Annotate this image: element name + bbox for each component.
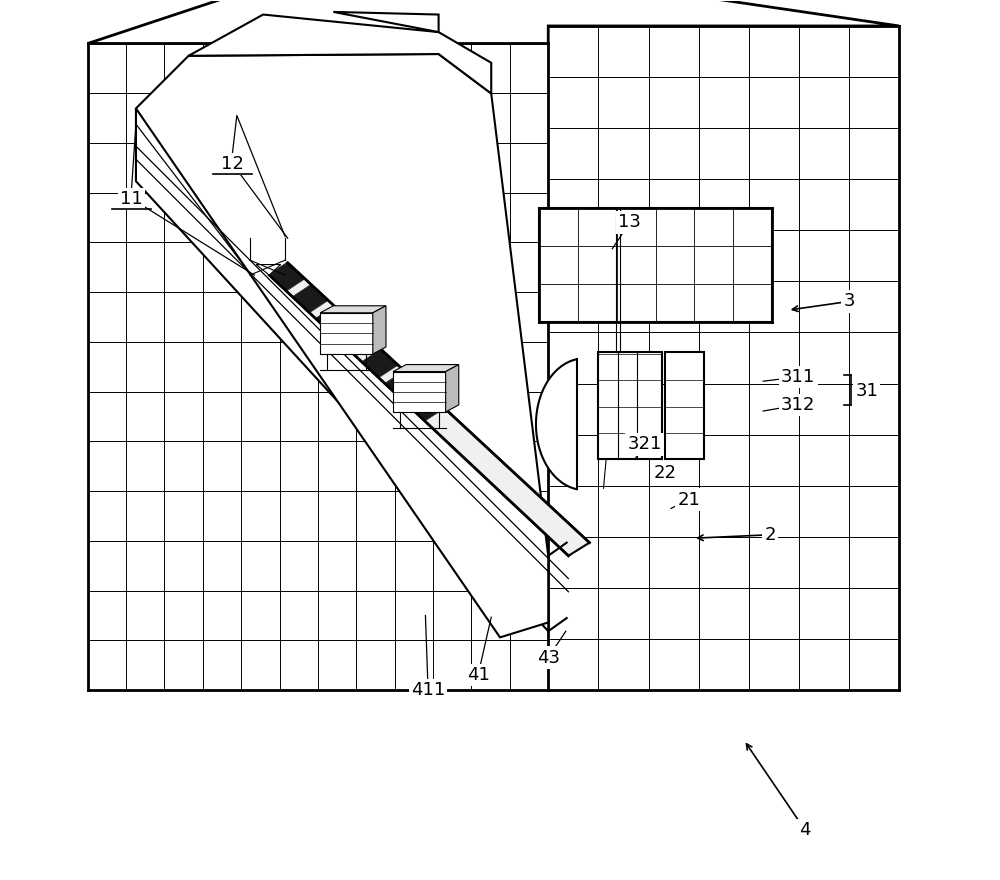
- Polygon shape: [256, 265, 281, 275]
- Polygon shape: [539, 208, 772, 321]
- Text: 3: 3: [843, 292, 855, 311]
- Text: 2: 2: [764, 525, 776, 544]
- Polygon shape: [292, 284, 328, 312]
- Text: 411: 411: [411, 681, 445, 699]
- Polygon shape: [362, 349, 398, 378]
- Polygon shape: [88, 0, 899, 43]
- Text: 13: 13: [618, 214, 641, 231]
- Text: 21: 21: [677, 491, 700, 509]
- Polygon shape: [136, 108, 548, 631]
- Polygon shape: [88, 43, 548, 690]
- Polygon shape: [339, 327, 375, 356]
- Polygon shape: [315, 306, 352, 334]
- Polygon shape: [269, 263, 589, 556]
- Polygon shape: [665, 352, 704, 459]
- Text: 312: 312: [781, 396, 815, 414]
- Polygon shape: [333, 12, 439, 32]
- Polygon shape: [136, 54, 548, 637]
- Polygon shape: [536, 359, 577, 489]
- Polygon shape: [393, 371, 446, 412]
- Polygon shape: [446, 364, 459, 412]
- Text: 11: 11: [120, 190, 143, 208]
- Text: 22: 22: [653, 465, 676, 482]
- Text: 4: 4: [800, 821, 811, 840]
- Text: 321: 321: [628, 436, 662, 453]
- Polygon shape: [598, 352, 662, 459]
- Polygon shape: [189, 15, 491, 93]
- Polygon shape: [320, 312, 373, 354]
- Polygon shape: [320, 305, 386, 312]
- Polygon shape: [385, 370, 421, 400]
- Polygon shape: [548, 26, 899, 690]
- Polygon shape: [408, 392, 445, 421]
- Text: 41: 41: [467, 666, 490, 684]
- Polygon shape: [373, 305, 386, 354]
- Polygon shape: [269, 263, 305, 291]
- Polygon shape: [393, 364, 459, 371]
- Text: 43: 43: [537, 649, 560, 666]
- Text: 12: 12: [221, 155, 244, 172]
- Text: 31: 31: [855, 382, 878, 400]
- Text: 311: 311: [781, 368, 815, 385]
